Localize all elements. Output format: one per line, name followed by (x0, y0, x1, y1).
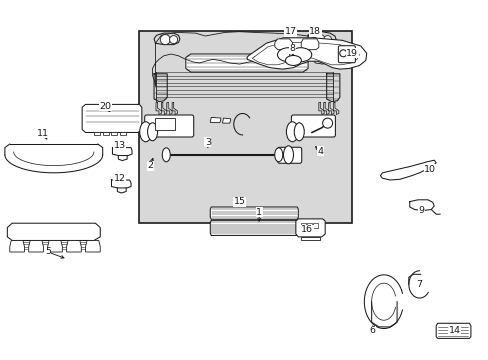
Circle shape (322, 118, 332, 128)
Text: 6: 6 (369, 326, 375, 335)
Polygon shape (210, 207, 298, 219)
Ellipse shape (147, 123, 157, 141)
Text: 10: 10 (424, 165, 435, 174)
Ellipse shape (339, 50, 346, 57)
Text: 19: 19 (346, 49, 357, 58)
Text: 3: 3 (204, 138, 210, 147)
Polygon shape (185, 54, 307, 72)
Polygon shape (210, 220, 307, 235)
Circle shape (315, 35, 325, 45)
Ellipse shape (274, 148, 282, 162)
Ellipse shape (294, 123, 304, 141)
Text: 13: 13 (114, 141, 125, 150)
Polygon shape (7, 223, 100, 240)
Polygon shape (120, 132, 126, 135)
Polygon shape (10, 240, 24, 252)
Polygon shape (111, 132, 117, 135)
Circle shape (160, 35, 170, 45)
FancyBboxPatch shape (155, 118, 175, 130)
Polygon shape (29, 240, 43, 252)
Polygon shape (246, 38, 366, 69)
Text: 14: 14 (448, 326, 460, 335)
Bar (139, 31, 351, 223)
Polygon shape (94, 132, 100, 135)
Text: 18: 18 (309, 27, 321, 36)
FancyBboxPatch shape (338, 46, 355, 63)
Text: 15: 15 (233, 197, 245, 206)
Text: 7: 7 (416, 280, 422, 289)
Bar (306, 222, 311, 228)
Polygon shape (300, 237, 320, 240)
Ellipse shape (277, 48, 299, 62)
Polygon shape (274, 39, 292, 50)
Polygon shape (210, 117, 221, 122)
Text: 12: 12 (114, 174, 125, 183)
Ellipse shape (286, 122, 298, 142)
Bar (300, 222, 305, 228)
Text: 4: 4 (317, 147, 323, 156)
Ellipse shape (285, 55, 301, 66)
Ellipse shape (289, 48, 311, 62)
Text: 8: 8 (289, 44, 295, 53)
Ellipse shape (140, 122, 151, 142)
Polygon shape (301, 39, 318, 50)
Bar (312, 222, 317, 228)
FancyBboxPatch shape (291, 115, 335, 137)
Text: 5: 5 (45, 248, 51, 256)
Polygon shape (48, 240, 62, 252)
FancyBboxPatch shape (144, 115, 193, 137)
Polygon shape (222, 118, 230, 123)
Text: 9: 9 (418, 206, 424, 215)
Polygon shape (380, 160, 435, 180)
Text: 1: 1 (256, 208, 262, 217)
Text: 16: 16 (301, 225, 312, 234)
Polygon shape (295, 219, 325, 237)
Ellipse shape (283, 146, 293, 164)
Text: 20: 20 (99, 102, 111, 111)
Text: 11: 11 (37, 129, 49, 138)
Text: 17: 17 (284, 27, 296, 36)
Polygon shape (66, 240, 81, 252)
Polygon shape (435, 323, 470, 338)
Polygon shape (82, 104, 142, 132)
Polygon shape (102, 132, 108, 135)
Polygon shape (85, 240, 100, 252)
Text: 2: 2 (147, 161, 153, 170)
FancyBboxPatch shape (277, 147, 301, 163)
Circle shape (169, 36, 177, 44)
Ellipse shape (162, 148, 170, 162)
Circle shape (323, 36, 331, 44)
